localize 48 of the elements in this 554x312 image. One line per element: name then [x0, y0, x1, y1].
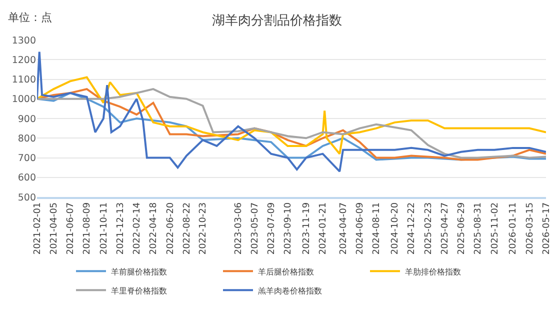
y-tick-label: 500	[18, 192, 36, 204]
chart-title: 湖羊肉分割品价格指数	[212, 14, 342, 29]
legend-label: 羊肋排价格指数	[405, 267, 461, 276]
y-tick-label: 700	[18, 153, 36, 164]
x-tick-label: 2023-03-06	[234, 202, 244, 255]
x-tick-label: 2021-06-07	[66, 202, 76, 255]
y-tick-label: 1000	[12, 94, 36, 106]
text: 单位：点	[8, 11, 52, 24]
x-tick-label: 2024-06-09	[356, 202, 366, 255]
x-tick-label: 2025-11-02	[490, 202, 500, 255]
x-tick-label: 2025-08-31	[474, 202, 484, 255]
y-tick-label: 1300	[12, 35, 36, 46]
x-tick-label: 2021-10-11	[99, 202, 110, 255]
x-tick-label: 2024-08-11	[372, 202, 382, 255]
y-tick-label: 600	[18, 172, 36, 184]
x-tick-label: 2025-04-27	[440, 202, 450, 255]
line-series	[37, 76, 546, 155]
x-tick-label: 2023-05-07	[250, 202, 260, 255]
y-tick-label: 900	[18, 114, 36, 125]
x-tick-label: 2022-10-23	[198, 202, 209, 255]
legend-label: 羊前腿价格指数	[111, 267, 167, 276]
x-tick-label: 2026-01-11	[508, 202, 519, 255]
legend-label: 羊里脊价格指数	[111, 286, 167, 296]
legend-label: 羊后腿价格指数	[258, 267, 314, 276]
x-tick-label: 2023-11-19	[302, 202, 312, 255]
x-tick-label: 2024-01-21	[318, 202, 329, 255]
y-tick-label: 1100	[12, 74, 36, 86]
x-tick-label: 2026-03-15	[525, 202, 536, 255]
x-tick-label: 2021-08-09	[82, 202, 93, 255]
x-tick-label: 2021-12-13	[116, 202, 126, 255]
x-tick-label: 2026-05-17	[542, 202, 552, 255]
line-series	[37, 50, 546, 172]
x-tick-label: 2024-12-22	[407, 202, 418, 255]
x-tick-label: 2024-10-20	[390, 202, 401, 255]
x-tick-label: 2022-02-14	[132, 202, 143, 255]
x-tick-label: 2023-07-09	[266, 202, 277, 255]
x-tick-label: 2022-08-22	[182, 202, 192, 255]
x-tick-label: 2021-04-05	[50, 202, 60, 255]
y-tick-label: 800	[18, 133, 36, 144]
x-tick-label: 2021-02-01	[32, 202, 43, 255]
x-tick-label: 2025-06-29	[457, 202, 468, 255]
legend-label: 羔羊肉卷价格指数	[258, 286, 322, 296]
x-tick-label: 2025-02-23	[424, 202, 434, 255]
y-tick-label: 1200	[12, 54, 36, 66]
x-tick-label: 2023-09-10	[284, 202, 294, 255]
x-tick-label: 2022-06-20	[166, 202, 176, 255]
x-tick-label: 2024-04-07	[338, 202, 349, 255]
x-tick-label: 2022-04-18	[149, 202, 160, 255]
